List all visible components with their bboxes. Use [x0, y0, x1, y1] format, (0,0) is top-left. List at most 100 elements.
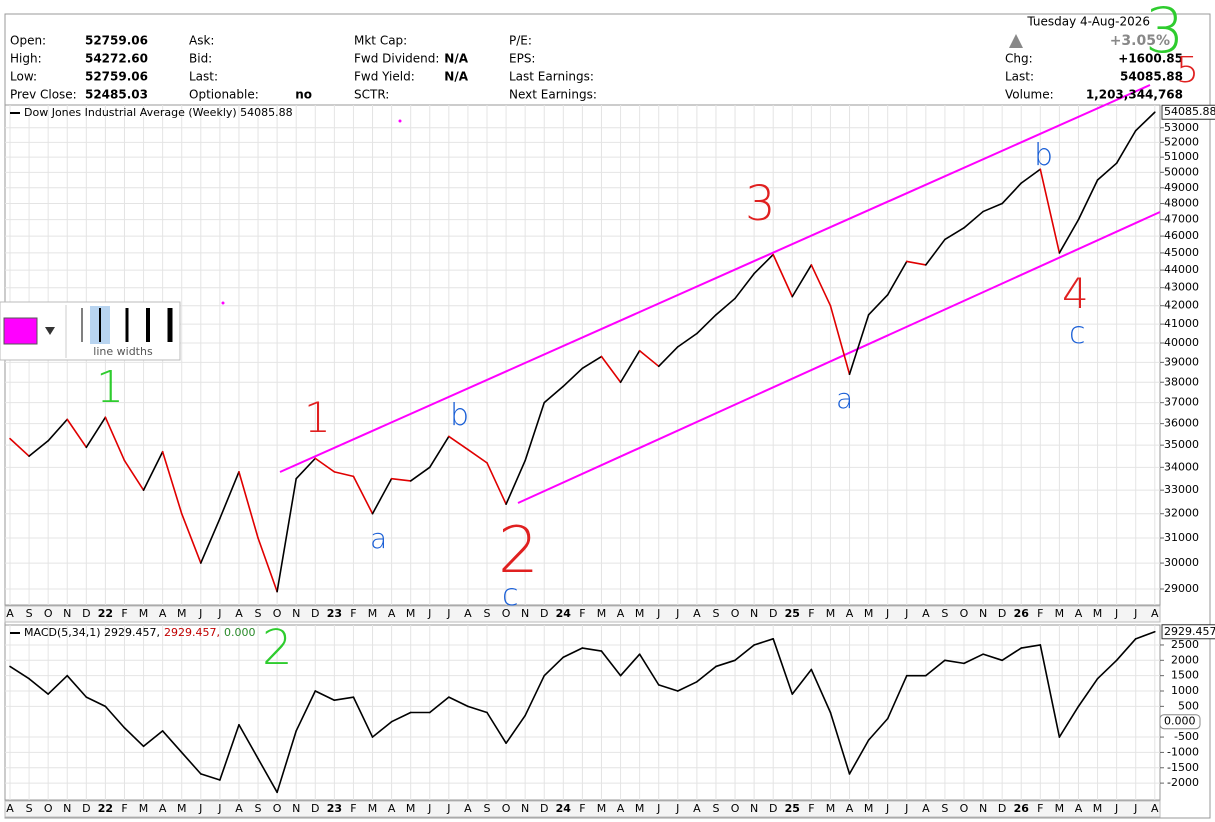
x-tick-label: D [540, 802, 548, 815]
x-tick-label: S [712, 802, 719, 815]
price-segment [562, 647, 584, 659]
annotation: c [502, 578, 519, 613]
field-label: High: [10, 52, 42, 66]
field-value: N/A [444, 52, 468, 66]
price-segment [219, 723, 240, 781]
field-label: Last Earnings: [509, 70, 594, 84]
y-tick-label: 37000 [1164, 396, 1199, 409]
last-value-label: 2929.457 [1164, 625, 1215, 638]
y-tick-label: 43000 [1164, 281, 1199, 294]
field-label: Low: [10, 70, 37, 84]
y-tick-label: 30000 [1164, 556, 1199, 569]
price-segment [371, 720, 393, 738]
price-segment [543, 656, 565, 677]
x-tick-label: M [177, 802, 187, 815]
x-tick-label: N [979, 802, 987, 815]
x-tick-label: M [406, 607, 416, 620]
x-tick-label: J [1133, 802, 1137, 815]
price-segment [333, 696, 355, 702]
price-segment [486, 711, 507, 745]
field-label: SCTR: [354, 88, 389, 102]
annotation: 2 [498, 514, 539, 588]
price-segment [1039, 644, 1061, 738]
field-label: Mkt Cap: [354, 34, 407, 48]
color-swatch[interactable] [3, 317, 38, 345]
y-tick-label: 32000 [1164, 507, 1199, 520]
x-tick-label: M [597, 607, 607, 620]
x-tick-label: S [484, 607, 491, 620]
dot [398, 119, 402, 123]
price-segment [963, 210, 984, 229]
x-tick-label: F [350, 802, 356, 815]
x-tick-label: O [960, 802, 969, 815]
x-tick-label: 25 [785, 802, 800, 815]
x-tick-label: D [82, 802, 90, 815]
price-segment [161, 450, 183, 515]
x-tick-label: J [198, 607, 202, 620]
price-segment [276, 477, 298, 593]
y-tick-label: 40000 [1164, 336, 1199, 349]
x-tick-label: 26 [1014, 607, 1030, 620]
price-segment [1020, 168, 1042, 184]
x-tick-label: A [846, 802, 854, 815]
field-value: 1,203,344,768 [1086, 88, 1183, 102]
legend: MACD(5,34,1) 2929.457, [24, 626, 160, 639]
y-tick-label: 34000 [1164, 460, 1199, 473]
annotation: 2 [262, 620, 293, 676]
price-segment [1134, 630, 1156, 640]
price-segment [829, 711, 851, 775]
price-segment [142, 450, 164, 491]
field-label: Optionable: [189, 88, 259, 102]
last-value-box [1161, 624, 1215, 640]
x-tick-label: A [617, 802, 625, 815]
price-segment [734, 272, 755, 300]
price-segment [180, 751, 202, 775]
x-tick-label: F [1037, 802, 1043, 815]
y-tick-label: 1000 [1171, 684, 1199, 697]
x-tick-label: S [26, 802, 33, 815]
x-tick-label: N [521, 802, 529, 815]
price-segment [562, 367, 584, 388]
price-segment [1058, 705, 1080, 738]
x-tick-label: S [941, 607, 948, 620]
price-segment [905, 260, 927, 266]
x-tick-label: A [6, 607, 14, 620]
price-segment [9, 665, 30, 680]
price-segment [123, 727, 145, 748]
price-segment [142, 730, 164, 748]
up-arrow [1009, 34, 1023, 48]
price-segment [638, 653, 660, 686]
price-segment [848, 314, 870, 376]
x-tick-label: J [446, 802, 450, 815]
price-segment [581, 647, 603, 652]
x-tick-label: N [292, 802, 300, 815]
x-tick-label: 23 [327, 802, 342, 815]
x-tick-label: N [979, 607, 987, 620]
x-tick-label: F [1037, 607, 1043, 620]
x-tick-label: A [1075, 802, 1083, 815]
price-segment [66, 418, 88, 449]
price-segment [448, 696, 469, 708]
x-tick-label: J [656, 607, 660, 620]
field-value: 52485.03 [85, 88, 148, 102]
dropdown-arrow[interactable] [45, 327, 55, 335]
price-segment [9, 437, 30, 457]
price-segment [409, 466, 431, 482]
y-tick-label: 45000 [1164, 246, 1199, 259]
y-tick-label: 39000 [1164, 355, 1199, 368]
line-toolbar[interactable]: line widths [0, 301, 181, 361]
change-pct: +3.05% [1110, 33, 1170, 49]
price-segment [829, 304, 851, 376]
annotation: 3 [745, 176, 776, 232]
price-segment [600, 650, 622, 677]
x-tick-label: J [217, 802, 221, 815]
price-segment [371, 477, 393, 515]
x-tick-label: J [1114, 607, 1118, 620]
price-segment [200, 517, 221, 564]
annotation: c [1069, 316, 1086, 351]
price-segment [944, 659, 965, 665]
last-value-label: 54085.88 [1164, 105, 1215, 118]
x-tick-label: S [712, 607, 719, 620]
